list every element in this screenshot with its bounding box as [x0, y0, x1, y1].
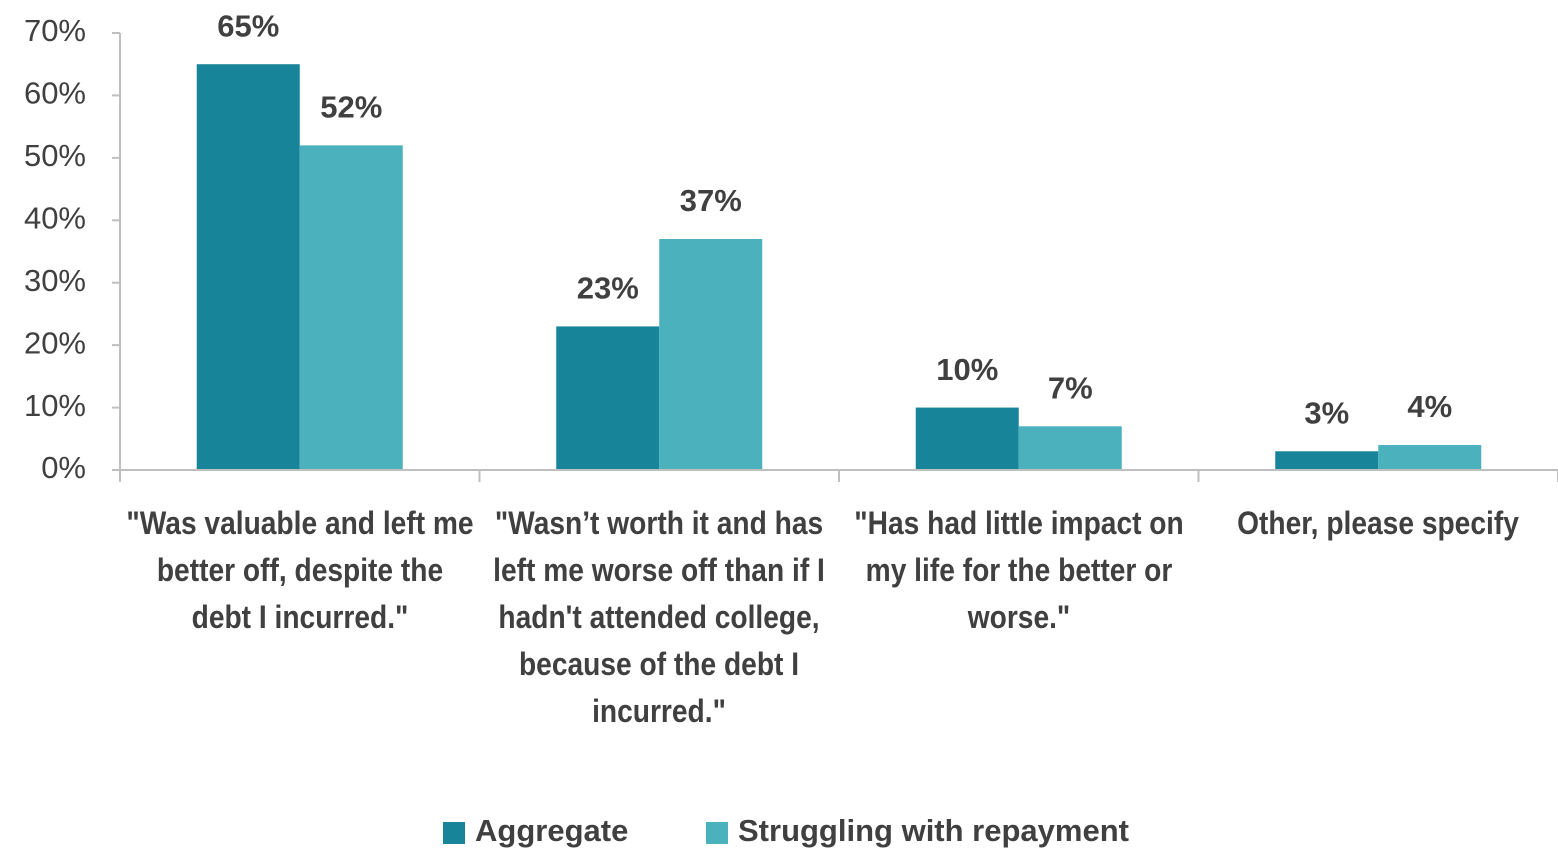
- data-label: 4%: [1407, 389, 1452, 424]
- legend-label: Struggling with repayment: [738, 813, 1129, 848]
- bar: [915, 407, 1019, 470]
- legend-swatch: [443, 822, 465, 844]
- bar: [196, 64, 300, 470]
- legend-swatch: [706, 822, 728, 844]
- y-tick-label: 40%: [24, 200, 86, 235]
- x-tick-label: "Was valuable and left me better off, de…: [126, 505, 474, 635]
- y-tick-label: 50%: [24, 138, 86, 173]
- y-tick-label: 20%: [24, 325, 86, 360]
- bar: [659, 239, 763, 470]
- y-tick-label: 10%: [24, 388, 86, 423]
- y-tick-label: 60%: [24, 76, 86, 111]
- x-tick-label: "Wasn’t worth it and has left me worse o…: [493, 505, 826, 729]
- bar: [1018, 426, 1122, 470]
- data-label: 65%: [217, 8, 279, 43]
- data-label: 10%: [936, 352, 998, 387]
- legend-label: Aggregate: [475, 813, 628, 848]
- bar: [1378, 445, 1482, 470]
- x-tick-label: Other, please specify: [1237, 505, 1520, 541]
- bar: [556, 326, 660, 470]
- y-tick-label: 70%: [24, 13, 86, 48]
- data-label: 23%: [577, 271, 639, 306]
- bar: [299, 145, 403, 470]
- y-tick-label: 30%: [24, 263, 86, 298]
- data-label: 52%: [320, 90, 382, 125]
- x-tick-label: "Has had little impact on my life for th…: [854, 505, 1184, 635]
- data-label: 3%: [1304, 395, 1349, 430]
- y-tick-label: 0%: [41, 450, 86, 485]
- data-label: 37%: [680, 183, 742, 218]
- bar: [1275, 451, 1379, 470]
- data-label: 7%: [1048, 370, 1093, 405]
